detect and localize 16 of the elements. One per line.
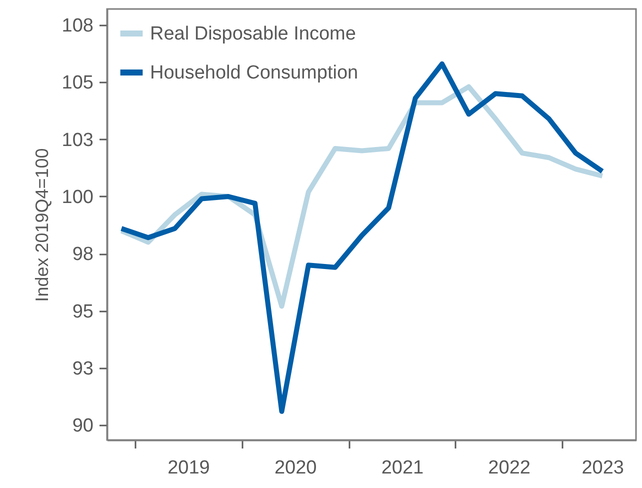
x-tick-label: 2020 bbox=[274, 458, 317, 478]
y-tick-label: 103 bbox=[62, 130, 94, 151]
y-tick-label: 95 bbox=[72, 301, 94, 322]
y-tick-label: 90 bbox=[72, 416, 94, 437]
y-tick-label: 105 bbox=[62, 72, 94, 94]
y-axis-title: Index 2019Q4=100 bbox=[32, 148, 52, 302]
legend-label: Household Consumption bbox=[150, 62, 358, 84]
y-tick-label: 93 bbox=[72, 358, 94, 380]
y-tick-label: 108 bbox=[62, 16, 94, 37]
y-tick-label: 98 bbox=[72, 244, 94, 266]
x-tick-label: 2019 bbox=[168, 458, 210, 478]
x-tick-label: 2021 bbox=[381, 458, 424, 478]
x-tick-label: 2023 bbox=[582, 458, 624, 478]
x-tick-label: 2022 bbox=[488, 458, 530, 478]
legend-label: Real Disposable Income bbox=[150, 24, 356, 44]
y-tick-label: 100 bbox=[62, 186, 94, 208]
